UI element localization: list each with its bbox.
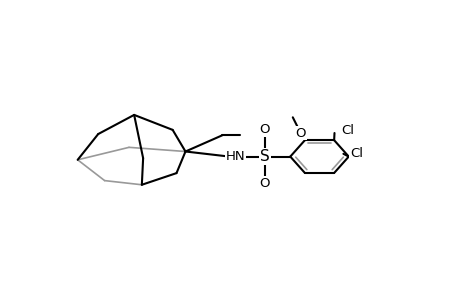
Text: O: O [259, 123, 269, 136]
Text: Cl: Cl [349, 147, 362, 160]
Text: O: O [259, 177, 269, 190]
Text: S: S [259, 149, 269, 164]
Text: O: O [295, 127, 305, 140]
Text: HN: HN [225, 150, 245, 163]
Text: Cl: Cl [341, 124, 354, 137]
